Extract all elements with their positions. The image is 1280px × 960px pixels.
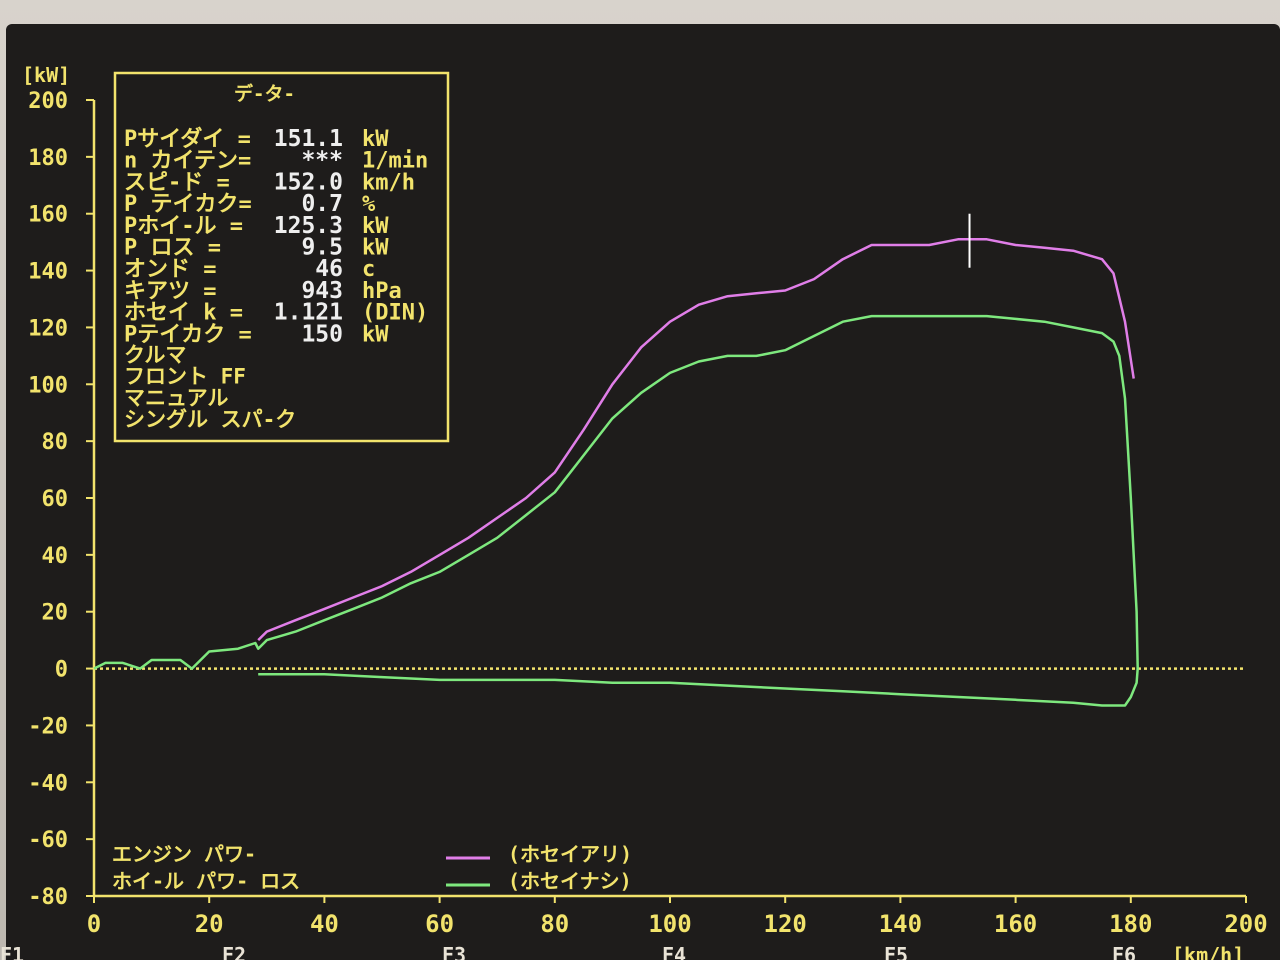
info-panel-title: デ-タ- [234,82,295,105]
y-tick-label: 80 [42,430,69,455]
series-line-corrected [257,238,1135,641]
info-row-label: Pサイダイ = [124,126,251,152]
y-tick-label: -80 [28,885,68,910]
x-tick-label: 20 [195,910,224,938]
y-tick-label: 140 [28,260,68,285]
info-row-unit: km/h [362,170,415,195]
y-tick-label: 100 [28,373,68,398]
dyno-screen [6,24,1280,960]
info-row-value: 152.0 [274,169,343,195]
info-row-value: 151.1 [274,126,343,152]
info-row-value: 943 [301,278,343,304]
x-tick-label: 140 [879,910,922,938]
info-row-label: オンド = [124,257,217,282]
y-tick-label: 60 [42,487,69,512]
info-row-label: キアツ = [124,279,217,304]
y-tick-label: 200 [28,89,68,114]
x-axis-unit: [km/h] [1172,943,1244,960]
info-row-unit: kW [362,214,389,239]
x-tick-label: 120 [764,910,807,938]
x-tick-label: 180 [1109,910,1152,938]
info-panel-rows: Pサイダイ = 151.1 kW n カイテン= *** 1/min スピ-ド = 152.0… [124,126,428,347]
function-key-f4: F4 [662,943,686,960]
x-tick-label: 40 [310,910,339,938]
y-tick-label: 40 [42,544,69,569]
info-row-unit: 1/min [362,149,428,174]
y-axis-unit: [kW] [22,63,70,87]
info-row-unit: hPa [362,279,402,304]
info-row-value: 150 [301,321,343,347]
function-key-f3: F3 [442,943,466,960]
legend-series-corrected: (ホセイアリ) [508,842,632,866]
info-row-label: スピ-ド = [124,170,230,195]
function-key-f1: F1 [0,943,24,960]
info-row-value: 0.7 [301,191,343,217]
info-note: シングル スパ-ク [124,408,296,432]
x-tick-label: 100 [648,910,691,938]
info-row-unit: (DIN) [362,301,428,326]
info-panel: デ-タ- Pサイダイ = 151.1 kW n カイテン= *** 1/min スピ-ド =… [113,71,450,443]
info-row-value: 46 [315,256,343,282]
y-tick-label: 0 [55,658,68,683]
info-row-value: 125.3 [274,213,343,239]
chart-series [93,213,1139,707]
legend-label-engine-power: エンジン パワ- [112,842,256,866]
y-tick-label: -40 [28,771,68,796]
info-note: マニュアル [124,386,228,410]
info-row-unit: kW [362,322,389,347]
y-tick-label: 180 [28,146,68,171]
legend-series-uncorrected: (ホセイナシ) [508,869,632,893]
info-row-label: Pホイ-ル = [124,214,243,239]
x-tick-label: 60 [425,910,454,938]
info-row-label: ホセイ k = [124,301,243,326]
x-tick-label: 0 [87,910,101,938]
y-tick-label: -20 [28,714,68,739]
info-note: クルマ [124,343,186,367]
info-row-unit: % [362,192,376,217]
y-tick-label: 120 [28,316,68,341]
info-note: フロント FF [124,365,246,389]
info-row-label: Pテイカク = [124,322,252,347]
legend-label-wheel-power-loss: ホイ-ル パワ- ロス [112,869,300,893]
x-tick-label: 200 [1224,910,1267,938]
x-tick-label: 80 [540,910,569,938]
info-row-unit: c [362,257,375,282]
info-panel-border [113,71,450,443]
info-row-unit: kW [362,236,389,261]
info-row-value: 9.5 [301,235,343,261]
info-row-label: P テイカク= [124,192,252,217]
info-row-unit: kW [362,127,389,152]
info-row-label: n カイテン= [124,149,251,174]
info-row-label: P ロス = [124,236,221,261]
function-key-bar: F1 F2 F3 F4 F5 F6 [0,943,1136,960]
chart-axes: 200180160140120100806040200-20-40-60-800… [28,89,1267,938]
series-line-uncorrected [93,314,1139,707]
legend: エンジン パワ- ホイ-ル パワ- ロス (ホセイアリ) (ホセイナシ) [112,842,632,893]
function-key-f5: F5 [884,943,908,960]
y-tick-label: 160 [28,203,68,228]
info-row-value: 1.121 [274,300,343,326]
x-tick-label: 160 [994,910,1037,938]
function-key-f6: F6 [1112,943,1136,960]
y-tick-label: 20 [42,601,69,626]
y-tick-label: -60 [28,828,68,853]
info-row-value: *** [301,148,343,174]
function-key-f2: F2 [222,943,246,960]
